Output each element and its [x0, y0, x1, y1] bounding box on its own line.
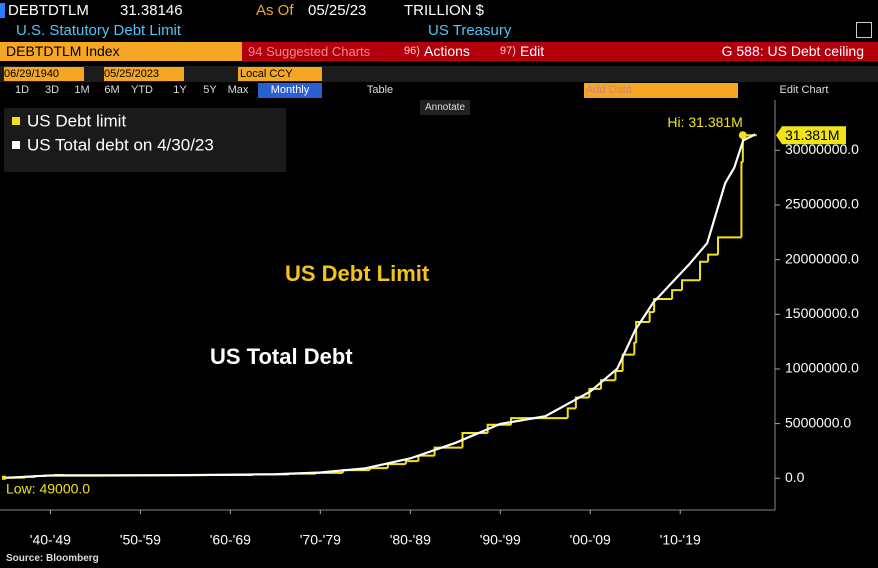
source-name: US Treasury	[428, 22, 512, 39]
x-tick-label: '70-'79	[300, 532, 341, 548]
limit-step	[699, 260, 709, 281]
limit-step	[648, 311, 655, 323]
limit-step	[588, 387, 602, 398]
x-tick-label: '80-'89	[390, 532, 431, 548]
limit-step	[404, 460, 419, 465]
period-button[interactable]: 1Y	[173, 84, 187, 96]
start-date[interactable]: 06/29/1940	[4, 67, 84, 81]
edit-num: 97)	[500, 45, 516, 57]
edit-chart[interactable]: Edit Chart	[779, 84, 829, 96]
legend-label: US Total debt on 4/30/23	[27, 135, 214, 154]
last-value-tag	[776, 126, 846, 145]
units: TRILLION $	[404, 2, 485, 19]
command-bar: DEBTDTLM Index 94 Suggested Charts 96) A…	[0, 42, 878, 61]
limit-step	[681, 279, 701, 291]
y-tick-label: 10000000.0	[785, 360, 859, 376]
period-button[interactable]: 1M	[74, 84, 90, 96]
price: 31.38146	[120, 2, 183, 19]
suggested-charts[interactable]: 94 Suggested Charts	[248, 44, 371, 59]
as-of-date: 05/25/23	[308, 2, 367, 19]
add-data[interactable]: Add Data	[584, 83, 738, 98]
limit-step	[600, 379, 616, 389]
annotation: US Total Debt	[210, 344, 353, 369]
low-label: Low: 49000.0	[6, 480, 90, 496]
hi-marker	[738, 131, 747, 140]
limit-step	[633, 341, 637, 355]
actions-num: 96)	[404, 45, 420, 57]
low-marker	[2, 475, 6, 480]
frequency[interactable]: Monthly	[258, 83, 322, 98]
period-button[interactable]: 3D	[44, 84, 60, 96]
y-tick-label: 30000000.0	[785, 141, 859, 157]
ticker: DEBTDTLM	[8, 2, 89, 19]
limit-step	[574, 396, 590, 409]
period-button[interactable]: 1D	[14, 84, 30, 96]
limit-step	[671, 289, 683, 300]
as-of-label: As Of	[256, 2, 294, 19]
end-date[interactable]: 05/25/2023	[104, 67, 184, 81]
period-button[interactable]: 6M	[104, 84, 120, 96]
legend-swatch	[12, 141, 20, 149]
limit-step	[653, 298, 673, 313]
y-tick-label: 5000000.0	[785, 414, 851, 430]
legend-swatch	[12, 117, 20, 125]
actions[interactable]: Actions	[424, 43, 470, 59]
y-tick-label: 20000000.0	[785, 250, 859, 266]
x-tick-label: '60-'69	[210, 532, 251, 548]
limit-step	[707, 253, 719, 262]
hi-label: Hi: 31.381M	[667, 114, 742, 130]
x-tick-label: '40-'49	[30, 532, 71, 548]
annotate[interactable]: Annotate	[420, 100, 470, 115]
table-button[interactable]: Table	[366, 84, 394, 96]
debt-line	[5, 133, 756, 479]
legend-label: US Debt limit	[27, 111, 126, 130]
security[interactable]: DEBTDTLM Index	[0, 42, 242, 61]
limit-step	[433, 446, 463, 456]
period-button[interactable]: 5Y	[203, 84, 217, 96]
header: DEBTDTLM 31.38146 As Of 05/25/23 TRILLIO…	[0, 0, 878, 40]
y-tick-label: 25000000.0	[785, 196, 859, 212]
limit-step	[566, 407, 576, 419]
x-tick-label: '10-'19	[660, 532, 701, 548]
currency[interactable]: Local CCY	[238, 67, 322, 81]
period-button[interactable]: Max	[227, 84, 249, 96]
limit-step	[635, 321, 650, 343]
y-tick-label: 15000000.0	[785, 305, 859, 321]
legend-box	[4, 108, 286, 172]
description: U.S. Statutory Debt Limit	[16, 22, 182, 39]
x-tick-label: '50-'59	[120, 532, 161, 548]
y-tick-label: 0.0	[785, 469, 805, 485]
source: Source: Bloomberg	[6, 553, 99, 564]
page-title: G 588: US Debt ceiling	[721, 43, 864, 59]
date-bar: 06/29/1940 05/25/2023 Local CCY	[0, 66, 878, 82]
header-marker	[0, 3, 5, 18]
x-tick-label: '90-'99	[480, 532, 521, 548]
last-value-label: 31.381M	[785, 127, 839, 143]
edit[interactable]: Edit	[520, 43, 545, 59]
limit-step	[717, 236, 742, 255]
x-tick-label: '00-'09	[570, 532, 611, 548]
annotation: US Debt Limit	[285, 261, 430, 286]
popout-icon[interactable]	[856, 22, 872, 38]
period-button[interactable]: YTD	[131, 84, 153, 96]
